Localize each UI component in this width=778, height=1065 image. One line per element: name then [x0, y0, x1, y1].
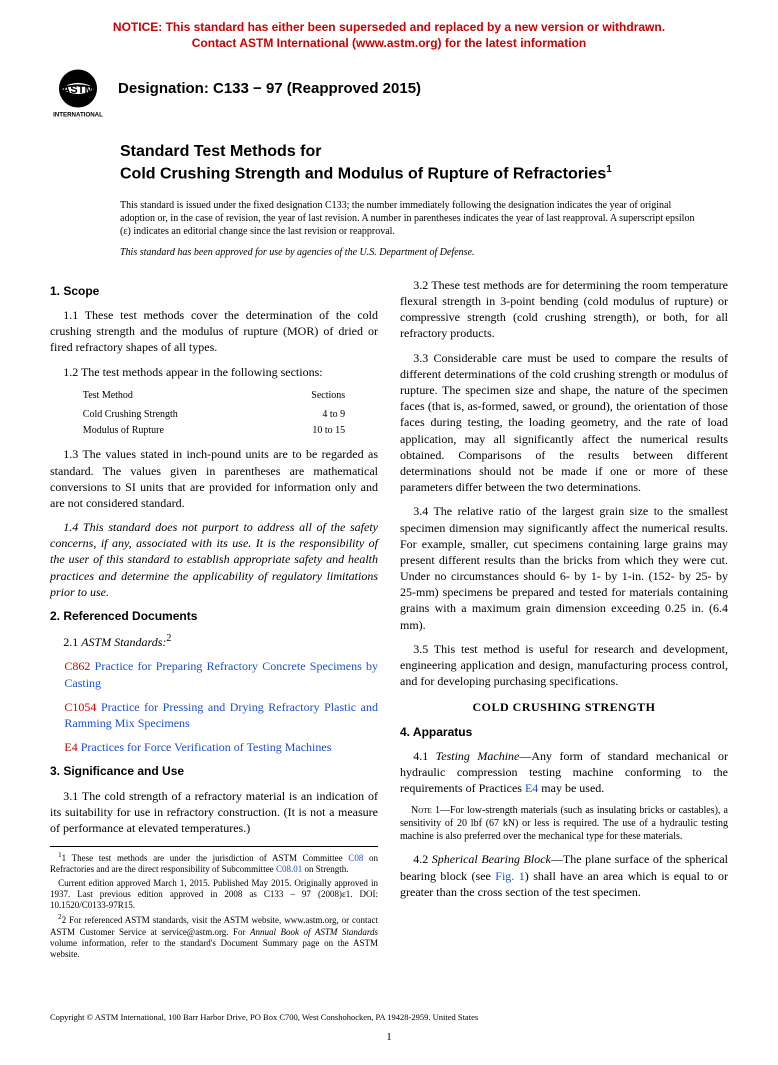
- table-row: Cold Crushing Strength 4 to 9: [83, 407, 345, 423]
- s4-2-em: Spherical Bearing Block: [432, 852, 551, 866]
- ref-item: C862 Practice for Preparing Refractory C…: [50, 658, 378, 690]
- table-head-right: Sections: [311, 389, 345, 403]
- intro-p1: This standard is issued under the fixed …: [120, 199, 698, 238]
- significance-3-3: 3.3 Considerable care must be used to co…: [400, 350, 728, 496]
- table-head-row: Test Method Sections: [83, 388, 345, 404]
- designation-text: Designation: C133 − 97 (Reapproved 2015): [118, 65, 421, 99]
- astm-logo-icon: ASTM INTERNATIONAL: [50, 65, 106, 121]
- ref-item: E4 Practices for Force Verification of T…: [50, 739, 378, 755]
- scope-1-1: 1.1 These test methods cover the determi…: [50, 307, 378, 356]
- apparatus-4-1: 4.1 Testing Machine—Any form of standard…: [400, 748, 728, 797]
- title-sup: 1: [606, 164, 612, 175]
- s4-1-c: may be used.: [538, 781, 604, 795]
- scope-1-3: 1.3 The values stated in inch-pound unit…: [50, 446, 378, 511]
- refdocs-2-1-label: 2.1: [63, 635, 81, 649]
- table-head-left: Test Method: [83, 389, 133, 403]
- ref-title[interactable]: Practices for Force Verification of Test…: [81, 740, 332, 754]
- table-cell: 4 to 9: [322, 408, 345, 422]
- fn2-italic: Annual Book of ASTM Standards: [250, 927, 378, 937]
- significance-3-2: 3.2 These test methods are for determini…: [400, 277, 728, 342]
- footnote-2: 22 For referenced ASTM standards, visit …: [50, 913, 378, 960]
- apparatus-head: 4. Apparatus: [400, 724, 728, 740]
- scope-1-4: 1.4 This standard does not purport to ad…: [50, 519, 378, 600]
- significance-3-5: 3.5 This test method is useful for resea…: [400, 641, 728, 690]
- table-row: Modulus of Rupture 10 to 15: [83, 423, 345, 439]
- footnotes: 11 These test methods are under the juri…: [50, 846, 378, 960]
- ref-code[interactable]: E4: [64, 740, 77, 754]
- table-cell: Modulus of Rupture: [83, 424, 164, 438]
- astm-logo: ASTM INTERNATIONAL: [50, 65, 106, 121]
- notice-line2: Contact ASTM International (www.astm.org…: [192, 36, 586, 50]
- page-number: 1: [50, 1030, 728, 1045]
- column-right: 3.2 These test methods are for determini…: [400, 277, 728, 962]
- ref-code[interactable]: C862: [64, 659, 90, 673]
- page-root: NOTICE: This standard has either been su…: [0, 0, 778, 1065]
- title-block: Standard Test Methods for Cold Crushing …: [120, 141, 728, 185]
- scope-1-2: 1.2 The test methods appear in the follo…: [50, 364, 378, 380]
- intro-p2: This standard has been approved for use …: [120, 246, 698, 259]
- significance-head: 3. Significance and Use: [50, 763, 378, 779]
- s4-1-em: Testing Machine: [436, 749, 520, 763]
- scope-head: 1. Scope: [50, 283, 378, 299]
- column-left: 1. Scope 1.1 These test methods cover th…: [50, 277, 378, 962]
- ccs-head: COLD CRUSHING STRENGTH: [400, 699, 728, 715]
- refdocs-sup: 2: [166, 633, 171, 644]
- note1-text: For low-strength materials (such as insu…: [400, 805, 728, 842]
- apparatus-4-2: 4.2 Spherical Bearing Block—The plane su…: [400, 851, 728, 900]
- svg-text:ASTM: ASTM: [62, 84, 94, 96]
- ref-title[interactable]: Practice for Preparing Refractory Concre…: [64, 659, 378, 689]
- s4-2-link[interactable]: Fig. 1: [495, 869, 524, 883]
- notice-line1: NOTICE: This standard has either been su…: [113, 20, 665, 34]
- methods-table: Test Method Sections Cold Crushing Stren…: [83, 388, 345, 439]
- significance-3-1: 3.1 The cold strength of a refractory ma…: [50, 788, 378, 837]
- footnote-1-p2: Current edition approved March 1, 2015. …: [50, 878, 378, 912]
- fn1-c: on Strength.: [302, 864, 348, 874]
- fn1-link1[interactable]: C08: [348, 853, 363, 863]
- fn1-link2[interactable]: C08.01: [276, 864, 302, 874]
- refdocs-head: 2. Referenced Documents: [50, 608, 378, 624]
- fn2-b: volume information, refer to the standar…: [50, 938, 378, 959]
- title-prefix: Standard Test Methods for: [120, 141, 728, 163]
- intro-block: This standard is issued under the fixed …: [120, 199, 698, 259]
- svg-text:INTERNATIONAL: INTERNATIONAL: [53, 112, 103, 119]
- copyright-text: Copyright © ASTM International, 100 Barr…: [50, 1012, 728, 1023]
- significance-3-4: 3.4 The relative ratio of the largest gr…: [400, 503, 728, 633]
- ref-title[interactable]: Practice for Pressing and Drying Refract…: [64, 700, 378, 730]
- note1-label: Note 1—: [411, 805, 450, 816]
- refdocs-2-1: 2.1 ASTM Standards:2: [50, 632, 378, 650]
- table-cell: Cold Crushing Strength: [83, 408, 178, 422]
- title-main: Cold Crushing Strength and Modulus of Ru…: [120, 163, 728, 185]
- fn1-a: 1 These test methods are under the juris…: [62, 853, 349, 863]
- footnote-1: 11 These test methods are under the juri…: [50, 851, 378, 876]
- ref-code[interactable]: C1054: [64, 700, 96, 714]
- ref-item: C1054 Practice for Pressing and Drying R…: [50, 699, 378, 731]
- table-cell: 10 to 15: [312, 424, 345, 438]
- s4-1-link[interactable]: E4: [525, 781, 538, 795]
- columns: 1. Scope 1.1 These test methods cover th…: [50, 277, 728, 962]
- note-1: Note 1—For low-strength materials (such …: [400, 804, 728, 843]
- s4-2-a: 4.2: [413, 852, 432, 866]
- s4-1-a: 4.1: [413, 749, 435, 763]
- refdocs-2-1-italic: ASTM Standards:: [81, 635, 166, 649]
- title-main-text: Cold Crushing Strength and Modulus of Ru…: [120, 165, 606, 182]
- header-row: ASTM INTERNATIONAL Designation: C133 − 9…: [50, 65, 728, 121]
- notice-banner: NOTICE: This standard has either been su…: [50, 20, 728, 51]
